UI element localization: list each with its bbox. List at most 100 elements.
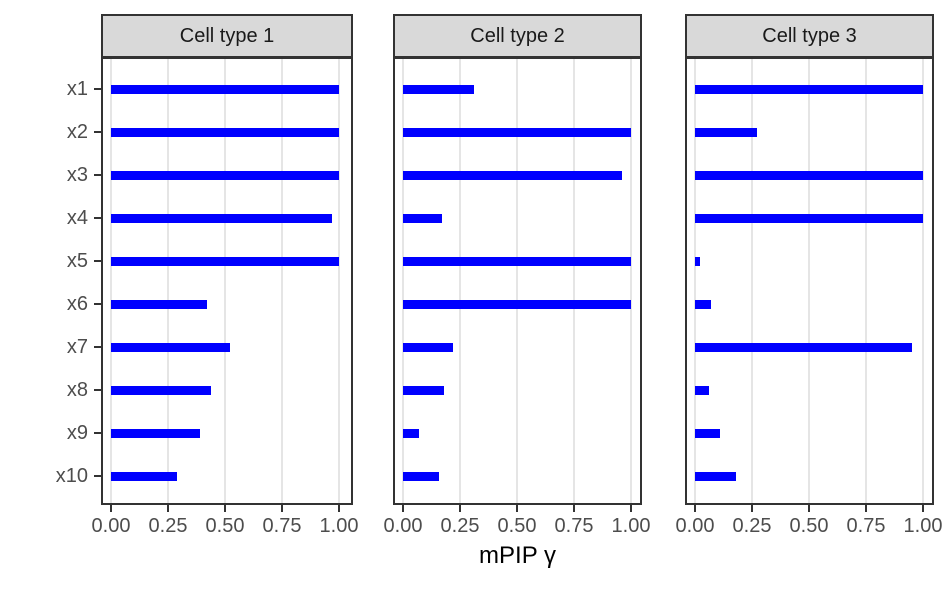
- panel-plot-area: [393, 57, 642, 505]
- major-gridline: [281, 59, 283, 503]
- x-tick-label: 0.50: [789, 515, 829, 537]
- major-gridline: [167, 59, 169, 503]
- bar-x3: [403, 170, 622, 180]
- x-tick-label: 0.00: [91, 515, 131, 537]
- bar-x5: [111, 256, 339, 266]
- bar-x9: [111, 428, 200, 438]
- facet-strip-label: Cell type 3: [762, 24, 857, 47]
- x-axis-tick: [630, 505, 632, 512]
- bar-x6: [695, 299, 711, 309]
- bar-x2: [111, 127, 339, 137]
- bar-x8: [111, 385, 212, 395]
- x-tick-label: 0.25: [440, 515, 480, 537]
- major-gridline: [224, 59, 226, 503]
- facet-strip: Cell type 1: [101, 14, 353, 58]
- x-axis-title: mPIP γ: [479, 542, 556, 569]
- y-axis-tick: [94, 475, 101, 477]
- x-axis-tick: [338, 505, 340, 512]
- y-tick-label-x6: x6: [66, 293, 88, 315]
- x-axis-tick: [402, 505, 404, 512]
- panel-plot-area: [685, 57, 934, 505]
- y-tick-label-x4: x4: [66, 207, 88, 229]
- major-gridline: [865, 59, 867, 503]
- facet-strip: Cell type 3: [685, 14, 934, 58]
- x-tick-label: 0.00: [675, 515, 715, 537]
- bar-x7: [695, 342, 912, 352]
- y-tick-label-x5: x5: [66, 250, 88, 272]
- bar-x3: [111, 170, 339, 180]
- x-axis-tick: [281, 505, 283, 512]
- y-tick-label-x1: x1: [66, 78, 88, 100]
- bar-x8: [403, 385, 445, 395]
- x-axis-tick: [167, 505, 169, 512]
- x-axis-tick: [459, 505, 461, 512]
- x-tick-label: 0.50: [497, 515, 537, 537]
- bar-x10: [695, 471, 737, 481]
- panel-plot-area: [101, 57, 353, 505]
- y-tick-label-x10: x10: [55, 465, 88, 487]
- x-axis-tick: [573, 505, 575, 512]
- bar-x7: [111, 342, 230, 352]
- major-gridline: [808, 59, 810, 503]
- x-tick-label: 0.25: [148, 515, 188, 537]
- y-tick-label-x7: x7: [66, 336, 88, 358]
- y-axis-tick: [94, 346, 101, 348]
- x-axis-tick: [224, 505, 226, 512]
- major-gridline: [459, 59, 461, 503]
- bar-x2: [695, 127, 757, 137]
- facet-strip: Cell type 2: [393, 14, 642, 58]
- x-axis-tick: [751, 505, 753, 512]
- x-tick-label: 1.00: [611, 515, 651, 537]
- x-axis-tick: [865, 505, 867, 512]
- y-axis-tick: [94, 303, 101, 305]
- y-axis-tick: [94, 217, 101, 219]
- x-axis-tick: [808, 505, 810, 512]
- x-axis-tick: [516, 505, 518, 512]
- major-gridline: [516, 59, 518, 503]
- x-tick-label: 0.25: [732, 515, 772, 537]
- bar-x9: [403, 428, 419, 438]
- y-axis-tick: [94, 88, 101, 90]
- y-axis-tick: [94, 174, 101, 176]
- bar-x1: [695, 84, 923, 94]
- x-axis-tick: [922, 505, 924, 512]
- bar-x1: [403, 84, 474, 94]
- y-tick-label-x3: x3: [66, 164, 88, 186]
- bar-x1: [111, 84, 339, 94]
- bar-x4: [403, 213, 442, 223]
- bar-x8: [695, 385, 709, 395]
- bar-x6: [111, 299, 207, 309]
- bar-x6: [403, 299, 631, 309]
- bar-x10: [111, 471, 178, 481]
- bar-x4: [111, 213, 333, 223]
- x-tick-label: 0.75: [846, 515, 886, 537]
- y-axis-tick: [94, 389, 101, 391]
- facet-strip-label: Cell type 2: [470, 24, 565, 47]
- major-gridline: [751, 59, 753, 503]
- y-axis-tick: [94, 131, 101, 133]
- bar-x2: [403, 127, 631, 137]
- major-gridline: [694, 59, 696, 503]
- y-tick-label-x9: x9: [66, 422, 88, 444]
- bar-x9: [695, 428, 721, 438]
- x-tick-label: 0.75: [554, 515, 594, 537]
- bar-x5: [695, 256, 700, 266]
- bar-x4: [695, 213, 923, 223]
- x-tick-label: 1.00: [903, 515, 943, 537]
- bar-x7: [403, 342, 454, 352]
- facet-strip-label: Cell type 1: [179, 24, 275, 47]
- major-gridline: [110, 59, 112, 503]
- x-tick-label: 0.00: [383, 515, 423, 537]
- x-tick-label: 0.75: [262, 515, 302, 537]
- x-tick-label: 0.50: [205, 515, 245, 537]
- bar-x5: [403, 256, 631, 266]
- major-gridline: [630, 59, 632, 503]
- y-axis-tick: [94, 260, 101, 262]
- x-axis-tick: [694, 505, 696, 512]
- bar-x10: [403, 471, 440, 481]
- major-gridline: [922, 59, 924, 503]
- y-tick-label-x8: x8: [66, 379, 88, 401]
- major-gridline: [573, 59, 575, 503]
- x-tick-label: 1.00: [319, 515, 359, 537]
